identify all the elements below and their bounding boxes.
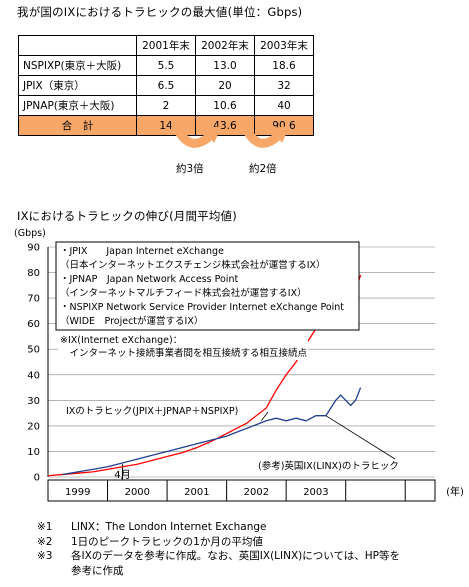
x-year-label: 1999 [65,487,90,498]
footnote: ※1 LINX：The London Internet Exchange [37,520,400,535]
footnote-key: ※2 [37,535,53,548]
y-tick-label: 40 [27,370,40,381]
april-marker-label: 4月 [114,469,130,481]
cell-value: 32 [254,75,314,96]
footnote: ※2 1日のピークトラヒックの1か月の平均値 [37,535,400,550]
total-label: 合 計 [18,115,137,136]
row-label: NSPIXP(東京＋大阪) [18,55,137,76]
footnote-key: ※1 [37,521,53,533]
total-value: 43.6 [195,115,255,136]
legend-line: ・JPIX Japan Internet eXchange [60,246,224,257]
x-year-label: 2003 [303,487,328,498]
legend-line: （インターネットマルチフィード株式会社が運営するIX） [60,287,307,299]
x-year-label: 2002 [244,487,269,498]
table-header-row: 2001年末 2002年末 2003年末 [18,35,314,56]
y-tick-label: 80 [27,268,40,279]
chart-axes: 0 10 20 30 40 50 60 70 80 90 (Gbps) 1999 2000 2001 200… [14,228,464,502]
y-tick-label: 70 [27,294,40,305]
legend-line: （WIDE Projectが運営するIX） [60,315,203,327]
footnote: ※3 各IXのデータを参考に作成。なお、英国IX(LINX)については、HP等を [37,549,400,564]
row-label: JPNAP(東京＋大阪) [18,95,137,116]
x-year-label: 2001 [184,487,209,498]
cell-value: 20 [195,75,255,96]
traffic-chart: 0 10 20 30 40 50 60 70 80 90 (Gbps) 1999 2000 2001 200… [14,228,464,502]
growth-chart-title: IXにおけるトラヒックの伸び(月間平均値) [17,209,237,223]
y-tick-label: 0 [34,473,40,484]
table-row: JPIX（東京） 6.5 20 32 [18,75,314,96]
linx-annotation-leader [325,415,396,460]
y-tick-label: 60 [27,319,40,330]
table-total-row: 合 計 14 43.6 90.6 [18,115,314,136]
ratio-label: 約3倍 [176,163,204,175]
footnote-text: 各IXのデータを参考に作成。なお、英国IX(LINX)については、HP等を [71,550,400,562]
total-value: 90.6 [254,115,314,136]
cell-value: 10.6 [195,95,255,116]
cell-value: 2 [136,95,196,116]
x-year-label: 2000 [125,487,150,498]
table-row: JPNAP(東京＋大阪) 2 10.6 40 [18,95,314,116]
table-header-cell [18,35,137,56]
footnote: 参考に作成 [37,564,400,579]
y-axis-label: (Gbps) [14,228,46,239]
y-tick-label: 90 [27,243,40,254]
footnote-text: LINX：The London Internet Exchange [71,521,267,533]
peak-traffic-table: 2001年末 2002年末 2003年末 NSPIXP(東京＋大阪) 5.5 1… [18,35,314,136]
ix-note-line: インターネット接続事業者間を相互接続する相互接続点 [60,347,308,359]
table-row: NSPIXP(東京＋大阪) 5.5 13.0 18.6 [18,55,314,76]
footnotes: ※1 LINX：The London Internet Exchange ※2 1日… [37,520,400,578]
cell-value: 6.5 [136,75,196,96]
growth-arrow-1-head [203,126,222,143]
footnote-key: ※3 [37,550,53,562]
table-header-cell: 2003年末 [254,35,314,56]
peak-table-title: 我が国のIXにおけるトラヒックの最大値(単位：Gbps) [17,5,303,19]
y-tick-label: 30 [27,396,40,407]
footnote-text: 参考に作成 [71,564,124,577]
ix-note-bg [58,332,308,360]
legend-line: ・JPNAP Japan Network Access Point [60,274,238,285]
ratio-label: 約2倍 [249,163,277,175]
cell-value: 18.6 [254,55,314,76]
ix-note-line: ※IX(Internet eXchange)： [60,335,182,346]
cell-value: 13.0 [195,55,255,76]
cell-value: 40 [254,95,314,116]
chart-legend: ・JPIX Japan Internet eXchange （日本インターネット… [55,241,360,360]
legend-line: （日本インターネットエクスチェンジ株式会社が運営するIX） [60,259,326,271]
x-axis-label: (年) [446,485,464,498]
legend-line: ・NSPIXP Network Service Provider Interne… [60,302,344,313]
growth-arrow-2-head [271,126,290,143]
chart-annotations: IXのトラヒック(JPIX＋JPNAP＋NSPIXP) (参考)英国IX(LINX… [66,406,399,472]
linx-traffic-annotation: (参考)英国IX(LINX)のトラヒック [258,460,399,472]
legend-box [55,241,360,331]
footnote-key [37,564,71,579]
row-label: JPIX（東京） [18,75,137,96]
growth-arrows [171,121,290,148]
footnote-text: 1日のピークトラヒックの1か月の平均値 [71,535,263,548]
ix-annotation-leader [261,411,269,422]
linx-traffic-line [62,387,362,476]
x-axis-band [47,479,436,502]
cell-value: 5.5 [136,55,196,76]
table-header-cell: 2002年末 [195,35,255,56]
table-header-cell: 2001年末 [136,35,196,56]
growth-arrow-2 [240,121,285,148]
y-tick-label: 50 [27,345,40,356]
growth-arrow-1 [171,121,217,148]
y-tick-label: 10 [27,447,40,458]
ix-traffic-annotation: IXのトラヒック(JPIX＋JPNAP＋NSPIXP) [66,406,238,417]
y-tick-label: 20 [27,421,40,432]
